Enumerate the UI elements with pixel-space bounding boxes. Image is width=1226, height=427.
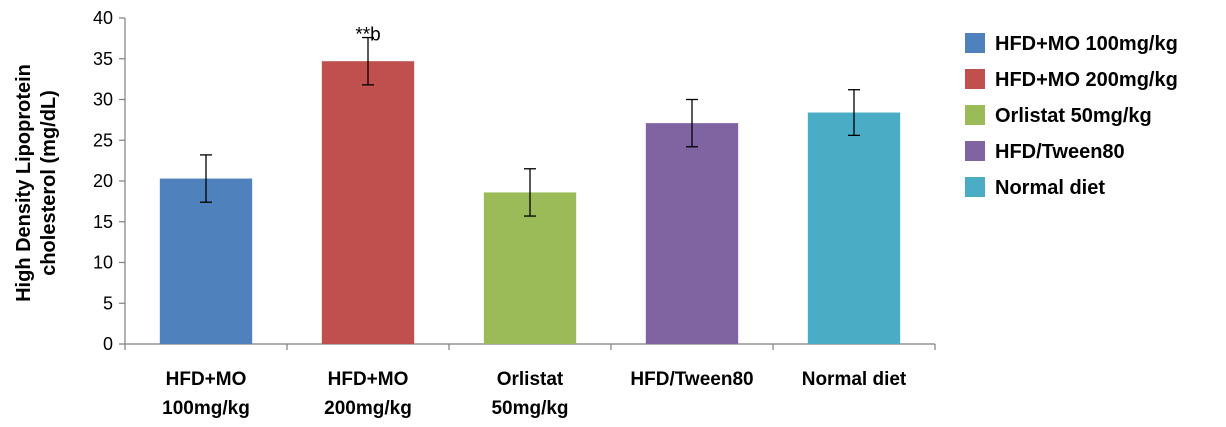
legend-label-3: Orlistat 50mg/kg <box>995 105 1152 127</box>
significance-annotation: **b <box>355 25 380 46</box>
legend-label-4: HFD/Tween80 <box>995 141 1125 163</box>
x-tick-label-1: 100mg/kg <box>162 398 250 419</box>
y-tick-label: 25 <box>93 130 113 150</box>
legend-swatch-3 <box>965 105 985 125</box>
annotations: **b <box>355 25 380 46</box>
bar-2 <box>321 61 415 344</box>
y-tick-label: 30 <box>93 90 113 110</box>
y-axis-label-line-2: cholesterol (mg/dL) <box>38 90 60 276</box>
bars <box>159 61 901 344</box>
x-tick-label-2: 200mg/kg <box>324 398 412 419</box>
x-tick-label-4: HFD/Tween80 <box>630 369 753 390</box>
legend-swatch-4 <box>965 141 985 161</box>
bar-3 <box>483 192 577 344</box>
y-ticks: 0 5 10 15 20 25 30 35 40 <box>93 8 125 354</box>
error-bars <box>200 36 860 217</box>
x-tick-label-1: HFD+MO <box>166 369 247 390</box>
bar-4 <box>645 123 739 344</box>
y-tick-label: 40 <box>93 8 113 28</box>
y-tick-label: 10 <box>93 253 113 273</box>
x-tick-label-3: 50mg/kg <box>491 398 568 419</box>
legend-swatch-5 <box>965 177 985 197</box>
x-tick-label-3: Orlistat <box>497 369 564 390</box>
bar-1 <box>159 178 253 344</box>
x-tick-labels: HFD+MO 100mg/kg HFD+MO 200mg/kg Orlistat 50mg… <box>162 369 907 419</box>
bar-5 <box>807 112 901 344</box>
y-tick-label: 0 <box>103 334 113 354</box>
y-tick-label: 15 <box>93 212 113 232</box>
legend-label-5: Normal diet <box>995 177 1105 199</box>
legend: HFD+MO 100mg/kg HFD+MO 200mg/kg Orlistat 5… <box>965 33 1178 199</box>
x-tick-label-5: Normal diet <box>802 369 907 390</box>
y-tick-label: 5 <box>103 293 113 313</box>
legend-label-1: HFD+MO 100mg/kg <box>995 33 1178 55</box>
x-tick-label-2: HFD+MO <box>328 369 409 390</box>
y-axis-label: High Density Lipoprotein cholesterol (mg… <box>13 64 60 302</box>
legend-swatch-2 <box>965 69 985 89</box>
y-tick-label: 35 <box>93 49 113 69</box>
legend-label-2: HFD+MO 200mg/kg <box>995 69 1178 91</box>
legend-swatch-1 <box>965 33 985 53</box>
y-tick-label: 20 <box>93 171 113 191</box>
y-axis-label-line-1: High Density Lipoprotein <box>13 64 35 302</box>
